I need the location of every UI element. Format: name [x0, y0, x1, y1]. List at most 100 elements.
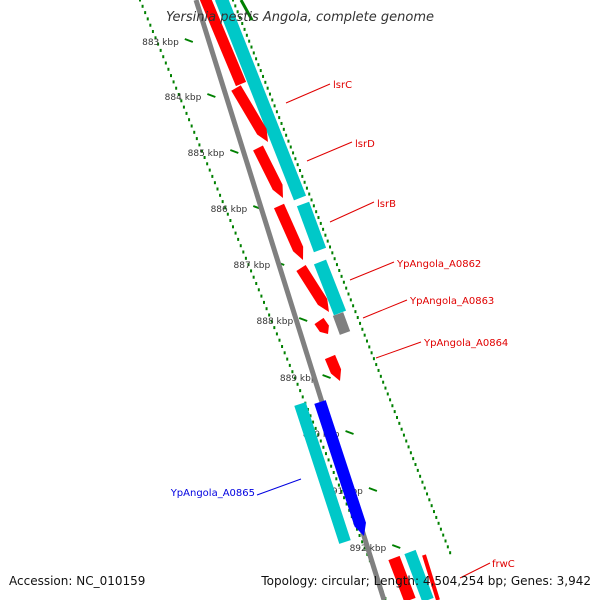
track-dot — [301, 174, 304, 178]
gene-arrow — [199, 0, 247, 87]
ruler-dot — [270, 319, 273, 323]
ruler-dot — [203, 156, 206, 159]
ruler-dot — [177, 93, 180, 96]
track-dot — [349, 298, 352, 302]
ruler-dot — [167, 67, 170, 71]
track-dot — [340, 274, 343, 278]
track-dot — [335, 263, 338, 267]
track-dot — [414, 463, 417, 467]
ruler-tick — [207, 93, 216, 98]
track-dot — [432, 510, 435, 514]
track-dot — [402, 433, 405, 437]
ruler-dot — [288, 363, 291, 367]
ruler-dot — [343, 496, 346, 500]
gene-arrow — [273, 203, 304, 260]
track-dot — [435, 515, 438, 519]
track-dot — [298, 169, 301, 173]
ruler-dot — [358, 534, 361, 537]
track-dot — [305, 186, 308, 190]
ruler-dot — [363, 546, 366, 550]
ruler-tick-label: 886 kbp — [211, 205, 248, 215]
feature-leader-line — [256, 478, 302, 496]
gene-arrow — [231, 85, 268, 142]
ruler-dot — [164, 61, 167, 65]
feature-leader-line — [285, 83, 331, 104]
ruler-dot — [299, 389, 302, 393]
track-dot — [243, 27, 246, 31]
track-dot — [292, 151, 295, 155]
track-dot — [317, 216, 320, 220]
ruler-dot — [237, 237, 240, 241]
ruler-dot — [190, 124, 193, 128]
track-dot — [384, 386, 387, 390]
ruler-dot — [219, 193, 222, 197]
ruler-dot — [273, 326, 276, 330]
ruler-dot — [337, 483, 340, 487]
accession-text: Accession: NC_010159 — [9, 574, 146, 588]
map-title: Yersinia pestis Angola, complete genome — [166, 10, 434, 25]
ruler-dot — [182, 105, 185, 109]
ruler-tick-label: 888 kbp — [257, 317, 294, 327]
track-dot — [329, 245, 332, 249]
track-dot — [444, 539, 447, 543]
track-dot — [421, 480, 424, 484]
track-dot — [308, 192, 311, 196]
track-dot — [287, 139, 290, 143]
track-dot — [407, 445, 410, 449]
ruler-dot — [180, 99, 183, 103]
ruler-tick-label: 883 kbp — [142, 38, 179, 48]
track-dot — [391, 404, 394, 408]
feature-leader-line — [375, 341, 422, 359]
ruler-tick-label: 890 kbp — [303, 430, 340, 440]
ruler-dot — [291, 370, 294, 374]
track-dot — [264, 80, 267, 84]
track-dot — [423, 486, 426, 490]
track-dot — [310, 198, 313, 202]
track-tick — [239, 0, 254, 21]
ruler-dot — [260, 294, 263, 298]
features-layer — [199, 0, 440, 600]
track-dot — [266, 86, 269, 90]
track-dot — [416, 468, 419, 472]
track-dot — [268, 92, 271, 96]
gene-arrow — [296, 265, 329, 312]
ruler-tick-label: 887 kbp — [234, 261, 271, 271]
ruler-dot — [332, 471, 335, 474]
ruler-dot — [224, 206, 227, 210]
track-dot — [361, 327, 364, 331]
track-dot — [400, 427, 403, 431]
track-dot — [303, 180, 306, 184]
track-dot — [296, 163, 299, 167]
track-dot — [368, 345, 371, 349]
ruler-dot — [172, 80, 175, 84]
track-dot — [285, 133, 288, 137]
cds-strip — [404, 549, 434, 600]
feature-leader-line — [306, 141, 353, 162]
ruler-tick — [368, 487, 378, 492]
feature-leader-line — [362, 299, 408, 319]
track-dot — [245, 33, 248, 37]
feature-label: YpAngola_A0864 — [423, 338, 508, 349]
ruler-dot — [317, 433, 320, 437]
track-dot — [354, 310, 357, 314]
ruler-tick — [229, 149, 239, 154]
track-dot — [257, 63, 260, 67]
ruler-dot — [268, 313, 271, 317]
ruler-dot — [340, 489, 343, 493]
track-dot — [370, 351, 373, 355]
ruler-tick — [391, 544, 401, 549]
ruler-dot — [231, 225, 234, 229]
ruler-ticks: 883 kbp 884 kbp 885 kbp 886 kbp 887 kbp 888 k… — [139, 0, 452, 600]
track-dot — [449, 551, 452, 555]
cds-strip — [296, 201, 327, 253]
ruler-dot — [314, 426, 317, 430]
gene-arrow — [314, 317, 329, 334]
ruler-dot — [293, 376, 296, 380]
ruler-dot — [157, 42, 160, 46]
track-dot — [345, 286, 348, 290]
track-dot — [352, 304, 355, 308]
track-dot — [359, 321, 362, 325]
ruler-dot — [319, 439, 322, 443]
track-dot — [365, 339, 368, 343]
ruler-dot — [144, 11, 147, 15]
